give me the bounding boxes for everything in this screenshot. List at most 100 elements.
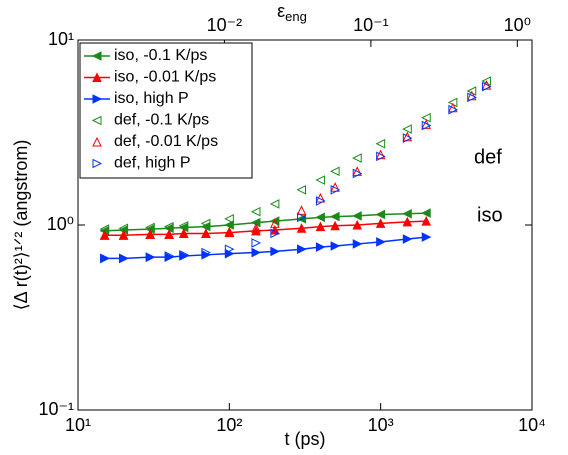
data-point — [163, 221, 174, 232]
data-point — [402, 234, 413, 244]
data-point — [402, 124, 412, 134]
legend-label: iso, -0.1 K/ps — [114, 47, 207, 64]
data-point — [448, 104, 458, 115]
data-point — [251, 223, 261, 233]
data-point — [466, 86, 477, 96]
legend-label: def, -0.01 K/ps — [114, 133, 218, 150]
data-point — [330, 184, 341, 195]
data-point — [201, 228, 211, 238]
data-point — [447, 97, 458, 108]
x-axis-label: t (ps) — [284, 429, 325, 449]
data-point — [421, 232, 432, 242]
data-point — [296, 205, 307, 215]
data-point — [315, 196, 326, 206]
data-point — [99, 230, 110, 240]
data-point — [269, 199, 280, 209]
legend-marker — [91, 115, 102, 126]
data-point — [119, 253, 129, 264]
legend-marker — [92, 136, 102, 147]
data-point — [421, 120, 432, 131]
data-point — [224, 226, 235, 237]
data-point — [421, 208, 431, 218]
data-point — [402, 133, 413, 143]
annotation: def — [474, 146, 502, 168]
top-tick-label: 10⁻² — [207, 15, 243, 35]
data-point — [100, 253, 110, 264]
data-point — [402, 208, 412, 219]
x-tick-label: 10¹ — [65, 415, 91, 435]
data-point — [270, 246, 281, 257]
data-point — [402, 216, 413, 227]
data-point — [178, 228, 189, 238]
data-point — [251, 225, 261, 236]
data-point — [329, 166, 340, 177]
top-axis-label-base: ε — [277, 1, 285, 21]
data-point — [145, 252, 156, 262]
series-line — [104, 236, 427, 260]
data-point — [164, 229, 174, 239]
data-point — [375, 218, 386, 228]
data-point — [201, 247, 212, 258]
data-point — [296, 223, 307, 233]
data-point — [270, 218, 280, 228]
top-tick-label: 10⁰ — [504, 15, 531, 35]
y-axis-label: ⟨Δ r(t)²⟩¹ᐟ² (angstrom) — [11, 140, 31, 311]
data-point — [145, 229, 156, 239]
legend-label: iso, -0.01 K/ps — [114, 69, 216, 86]
data-point — [315, 212, 325, 223]
y-tick-label: 10⁻¹ — [38, 399, 74, 419]
y-tick-label: 10¹ — [48, 29, 74, 49]
series-line — [104, 220, 427, 237]
series-line — [104, 212, 427, 232]
data-point — [421, 215, 432, 226]
legend-marker — [92, 72, 102, 82]
data-point — [145, 252, 156, 262]
data-point — [118, 230, 129, 240]
data-point — [100, 253, 110, 264]
data-point — [315, 242, 326, 252]
annotation: iso — [477, 204, 503, 226]
data-point — [352, 219, 363, 230]
data-point — [352, 153, 362, 163]
data-point — [270, 228, 281, 239]
data-point — [250, 206, 261, 217]
x-tick-label: 10³ — [368, 415, 394, 435]
data-point — [297, 212, 307, 223]
data-point — [178, 220, 189, 231]
data-point — [119, 253, 129, 264]
data-point — [329, 211, 340, 222]
data-point — [164, 251, 175, 261]
data-point — [376, 151, 386, 162]
legend-marker — [92, 94, 103, 104]
x-tick-label: 10⁴ — [518, 415, 546, 435]
data-point — [200, 218, 211, 229]
data-point — [296, 184, 307, 195]
legend-label: iso, high P — [114, 90, 189, 107]
legend-marker — [92, 158, 103, 169]
data-point — [251, 238, 262, 248]
data-point — [481, 76, 491, 86]
data-point — [352, 239, 363, 249]
data-point — [250, 217, 261, 228]
data-point — [179, 250, 189, 260]
data-point — [352, 211, 362, 221]
data-point — [315, 221, 326, 232]
data-point — [375, 209, 386, 220]
top-axis-label: εeng — [277, 1, 307, 25]
data-point — [297, 244, 307, 255]
data-point — [352, 168, 363, 179]
data-point — [269, 216, 280, 226]
data-point — [376, 237, 386, 247]
data-point — [330, 220, 340, 231]
data-point — [251, 247, 262, 258]
data-point — [330, 241, 341, 251]
data-point — [315, 175, 325, 185]
top-tick-label: 10⁻¹ — [353, 15, 389, 35]
data-point — [481, 81, 492, 92]
legend-box — [79, 42, 253, 179]
data-point — [224, 244, 235, 255]
legend-label: def, -0.1 K/ps — [114, 112, 209, 129]
legend: iso, -0.1 K/ps iso, -0.01 K/ps iso, high P… — [79, 42, 253, 179]
x-tick-label: 10² — [216, 415, 242, 435]
